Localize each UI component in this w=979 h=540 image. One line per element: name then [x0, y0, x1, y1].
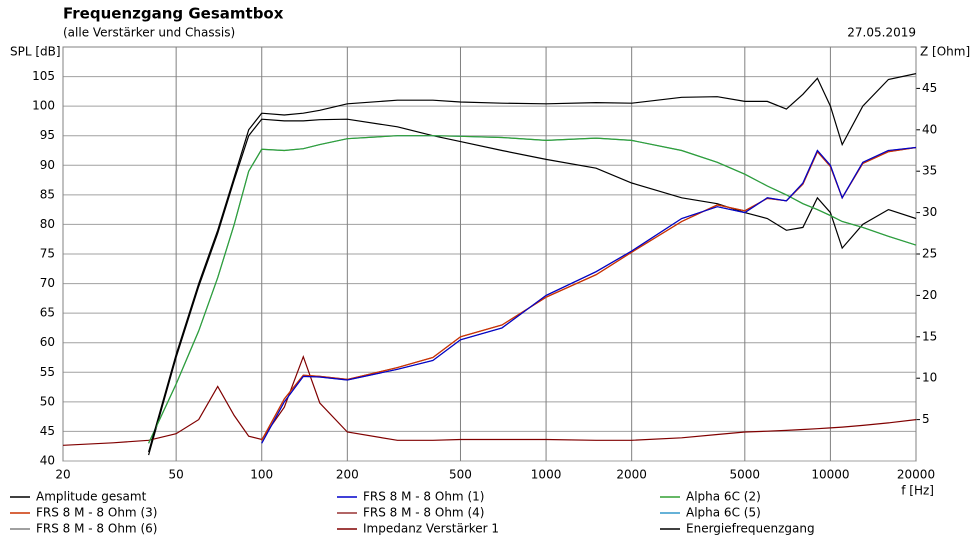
- chart-date: 27.05.2019: [847, 26, 916, 40]
- x-axis-label: f [Hz]: [901, 484, 934, 498]
- y-tick-label: 80: [40, 217, 55, 231]
- y-tick-label: 90: [40, 158, 55, 172]
- x-tick-label: 200: [336, 468, 359, 482]
- legend-label: FRS 8 M - 8 Ohm (1): [363, 490, 484, 504]
- series-line: [63, 354, 916, 446]
- legend-label: Alpha 6C (2): [686, 490, 761, 504]
- legend-label: Impedanz Verstärker 1: [363, 522, 499, 536]
- series-line: [148, 73, 916, 453]
- y-tick-label: 105: [32, 69, 55, 83]
- y2-tick-label: 30: [922, 205, 937, 219]
- x-tick-label: 20: [55, 468, 70, 482]
- y-tick-label: 75: [40, 247, 55, 261]
- y-tick-label: 65: [40, 306, 55, 320]
- x-tick-label: 10000: [811, 468, 849, 482]
- y2-tick-label: 35: [922, 164, 937, 178]
- x-tick-label: 20000: [897, 468, 935, 482]
- x-tick-label: 2000: [616, 468, 647, 482]
- y-tick-label: 70: [40, 276, 55, 290]
- y-tick-label: 85: [40, 187, 55, 201]
- x-tick-label: 500: [449, 468, 472, 482]
- y-tick-label: 60: [40, 335, 55, 349]
- y-axis-label: SPL [dB]: [10, 45, 61, 59]
- legend-label: Amplitude gesamt: [36, 490, 147, 504]
- x-tick-label: 50: [169, 468, 184, 482]
- legend-label: FRS 8 M - 8 Ohm (6): [36, 522, 157, 536]
- chart-title: Frequenzgang Gesamtbox: [63, 5, 284, 23]
- y-tick-label: 40: [40, 454, 55, 468]
- y2-tick-label: 5: [922, 412, 930, 426]
- y2-tick-label: 25: [922, 247, 937, 261]
- y2-tick-label: 45: [922, 81, 937, 95]
- y-tick-label: 95: [40, 128, 55, 142]
- series-line: [148, 118, 916, 456]
- y2-axis-label: Z [Ohm]: [920, 45, 970, 59]
- chart-subtitle: (alle Verstärker und Chassis): [63, 26, 235, 40]
- y-tick-label: 100: [32, 99, 55, 113]
- x-tick-label: 1000: [531, 468, 562, 482]
- y2-tick-label: 10: [922, 371, 937, 385]
- series-line: [148, 135, 916, 444]
- y2-tick-label: 15: [922, 329, 937, 343]
- x-tick-label: 100: [250, 468, 273, 482]
- y2-tick-label: 20: [922, 288, 937, 302]
- legend-label: Alpha 6C (5): [686, 506, 761, 520]
- legend-label: FRS 8 M - 8 Ohm (3): [36, 506, 157, 520]
- x-tick-label: 5000: [730, 468, 761, 482]
- legend-label: FRS 8 M - 8 Ohm (4): [363, 506, 484, 520]
- series-line: [261, 146, 916, 444]
- legend-label: Energiefrequenzgang: [686, 522, 815, 536]
- y-tick-label: 50: [40, 394, 55, 408]
- y-tick-label: 55: [40, 365, 55, 379]
- y2-tick-label: 40: [922, 122, 937, 136]
- y-tick-label: 45: [40, 424, 55, 438]
